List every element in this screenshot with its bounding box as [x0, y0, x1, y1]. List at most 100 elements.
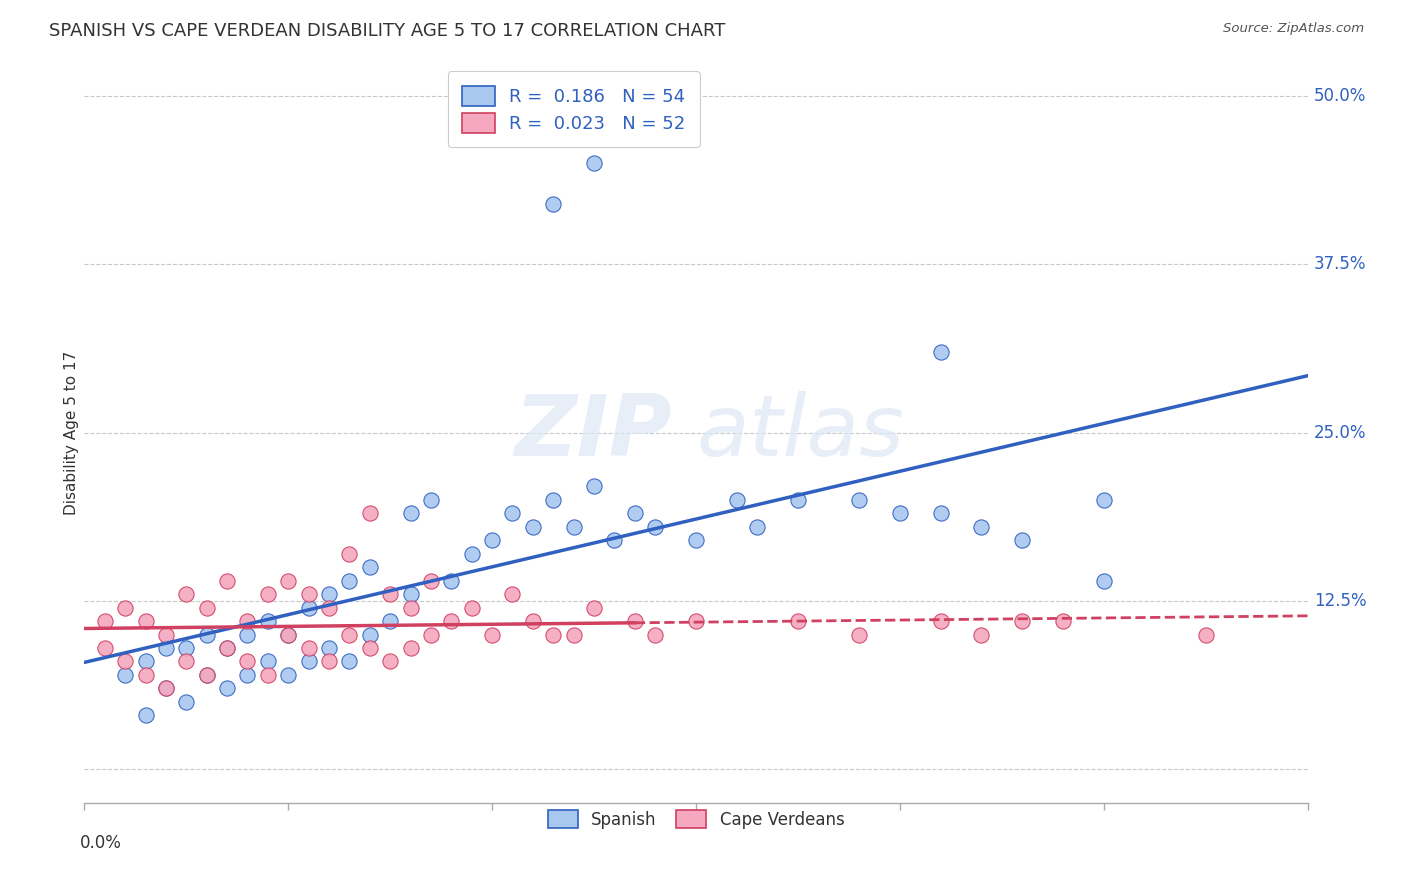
- Text: 50.0%: 50.0%: [1313, 87, 1367, 105]
- Legend: Spanish, Cape Verdeans: Spanish, Cape Verdeans: [541, 803, 851, 835]
- Point: [174, 655, 197, 669]
- Point: [481, 627, 503, 641]
- Point: [114, 655, 136, 669]
- Point: [420, 627, 443, 641]
- Point: [339, 547, 361, 561]
- Point: [970, 627, 993, 641]
- Point: [257, 587, 280, 601]
- Point: [318, 587, 340, 601]
- Point: [929, 507, 952, 521]
- Point: [624, 507, 647, 521]
- Point: [257, 668, 280, 682]
- Point: [277, 627, 299, 641]
- Point: [725, 492, 748, 507]
- Point: [195, 668, 218, 682]
- Point: [522, 614, 544, 628]
- Point: [298, 655, 321, 669]
- Point: [502, 507, 524, 521]
- Point: [929, 344, 952, 359]
- Text: 25.0%: 25.0%: [1313, 424, 1367, 442]
- Point: [257, 655, 280, 669]
- Text: ZIP: ZIP: [513, 391, 672, 475]
- Point: [685, 614, 707, 628]
- Point: [543, 196, 565, 211]
- Point: [174, 587, 197, 601]
- Point: [420, 492, 443, 507]
- Point: [889, 507, 911, 521]
- Text: Source: ZipAtlas.com: Source: ZipAtlas.com: [1223, 22, 1364, 36]
- Point: [359, 640, 381, 655]
- Point: [135, 614, 157, 628]
- Point: [461, 547, 484, 561]
- Point: [174, 695, 197, 709]
- Point: [1092, 574, 1115, 588]
- Text: 12.5%: 12.5%: [1313, 592, 1367, 610]
- Point: [787, 492, 810, 507]
- Point: [339, 574, 361, 588]
- Point: [298, 640, 321, 655]
- Point: [583, 479, 606, 493]
- Point: [298, 587, 321, 601]
- Point: [644, 520, 666, 534]
- Point: [1011, 614, 1033, 628]
- Point: [1092, 492, 1115, 507]
- Point: [298, 600, 321, 615]
- Point: [399, 640, 422, 655]
- Point: [583, 156, 606, 170]
- Point: [93, 614, 115, 628]
- Point: [359, 507, 381, 521]
- Text: atlas: atlas: [696, 391, 904, 475]
- Point: [318, 655, 340, 669]
- Point: [217, 574, 239, 588]
- Point: [848, 627, 870, 641]
- Point: [135, 655, 157, 669]
- Point: [747, 520, 769, 534]
- Point: [929, 614, 952, 628]
- Point: [114, 668, 136, 682]
- Point: [624, 614, 647, 628]
- Point: [399, 587, 422, 601]
- Point: [380, 655, 402, 669]
- Y-axis label: Disability Age 5 to 17: Disability Age 5 to 17: [63, 351, 79, 515]
- Point: [174, 640, 197, 655]
- Text: 37.5%: 37.5%: [1313, 255, 1367, 273]
- Point: [93, 640, 115, 655]
- Point: [236, 627, 259, 641]
- Point: [114, 600, 136, 615]
- Point: [195, 668, 218, 682]
- Text: SPANISH VS CAPE VERDEAN DISABILITY AGE 5 TO 17 CORRELATION CHART: SPANISH VS CAPE VERDEAN DISABILITY AGE 5…: [49, 22, 725, 40]
- Point: [562, 627, 585, 641]
- Point: [543, 492, 565, 507]
- Point: [1195, 627, 1218, 641]
- Point: [318, 600, 340, 615]
- Point: [359, 627, 381, 641]
- Point: [461, 600, 484, 615]
- Point: [522, 520, 544, 534]
- Point: [1052, 614, 1074, 628]
- Point: [155, 627, 177, 641]
- Point: [440, 574, 463, 588]
- Point: [257, 614, 280, 628]
- Point: [359, 560, 381, 574]
- Point: [277, 668, 299, 682]
- Point: [135, 708, 157, 723]
- Point: [380, 614, 402, 628]
- Point: [236, 614, 259, 628]
- Point: [420, 574, 443, 588]
- Point: [135, 668, 157, 682]
- Point: [195, 627, 218, 641]
- Point: [195, 600, 218, 615]
- Point: [339, 627, 361, 641]
- Point: [1011, 533, 1033, 548]
- Point: [318, 640, 340, 655]
- Point: [787, 614, 810, 628]
- Point: [380, 587, 402, 601]
- Point: [277, 627, 299, 641]
- Point: [217, 640, 239, 655]
- Point: [603, 533, 626, 548]
- Point: [502, 587, 524, 601]
- Point: [970, 520, 993, 534]
- Point: [155, 640, 177, 655]
- Point: [155, 681, 177, 696]
- Point: [217, 640, 239, 655]
